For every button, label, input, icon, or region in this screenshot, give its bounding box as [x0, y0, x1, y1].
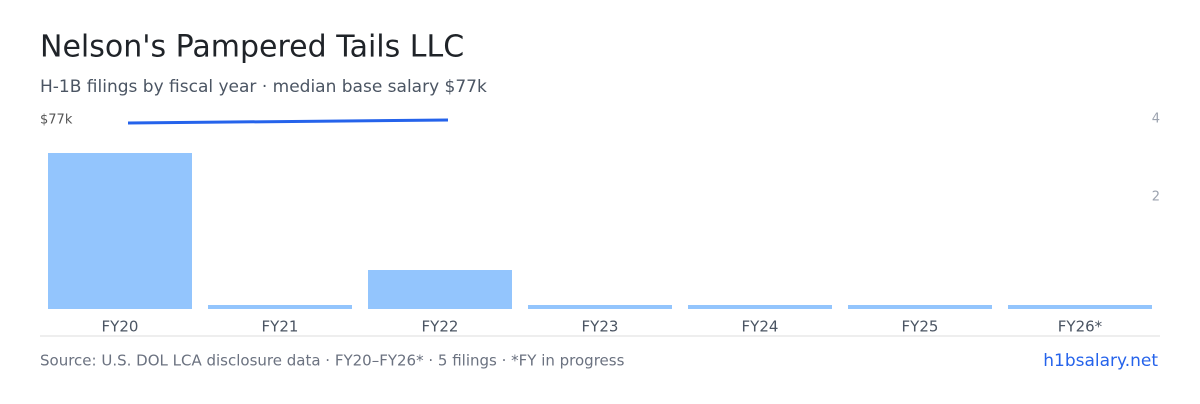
salary-label: $77k [40, 113, 73, 128]
chart-subtitle: H-1B filings by fiscal year · median bas… [40, 77, 487, 97]
x-tick-label: FY21 [262, 318, 299, 336]
bar [368, 270, 512, 309]
bar [1008, 305, 1152, 309]
bar [48, 153, 192, 309]
x-tick-label: FY22 [422, 318, 459, 336]
y-tick-label: 2 [1152, 190, 1160, 205]
x-tick-label: FY20 [102, 318, 139, 336]
bar [208, 305, 352, 309]
chart-title: Nelson's Pampered Tails LLC [40, 30, 464, 65]
bar [528, 305, 672, 309]
salary-line [127, 118, 449, 125]
bar [688, 305, 832, 309]
x-tick-label: FY23 [582, 318, 619, 336]
x-tick-label: FY26* [1058, 318, 1103, 336]
x-tick-label: FY25 [902, 318, 939, 336]
bar [848, 305, 992, 309]
site-link[interactable]: h1bsalary.net [1043, 351, 1158, 371]
source-note: Source: U.S. DOL LCA disclosure data · F… [40, 352, 625, 370]
y-tick-label: 4 [1152, 112, 1160, 127]
x-tick-label: FY24 [742, 318, 779, 336]
